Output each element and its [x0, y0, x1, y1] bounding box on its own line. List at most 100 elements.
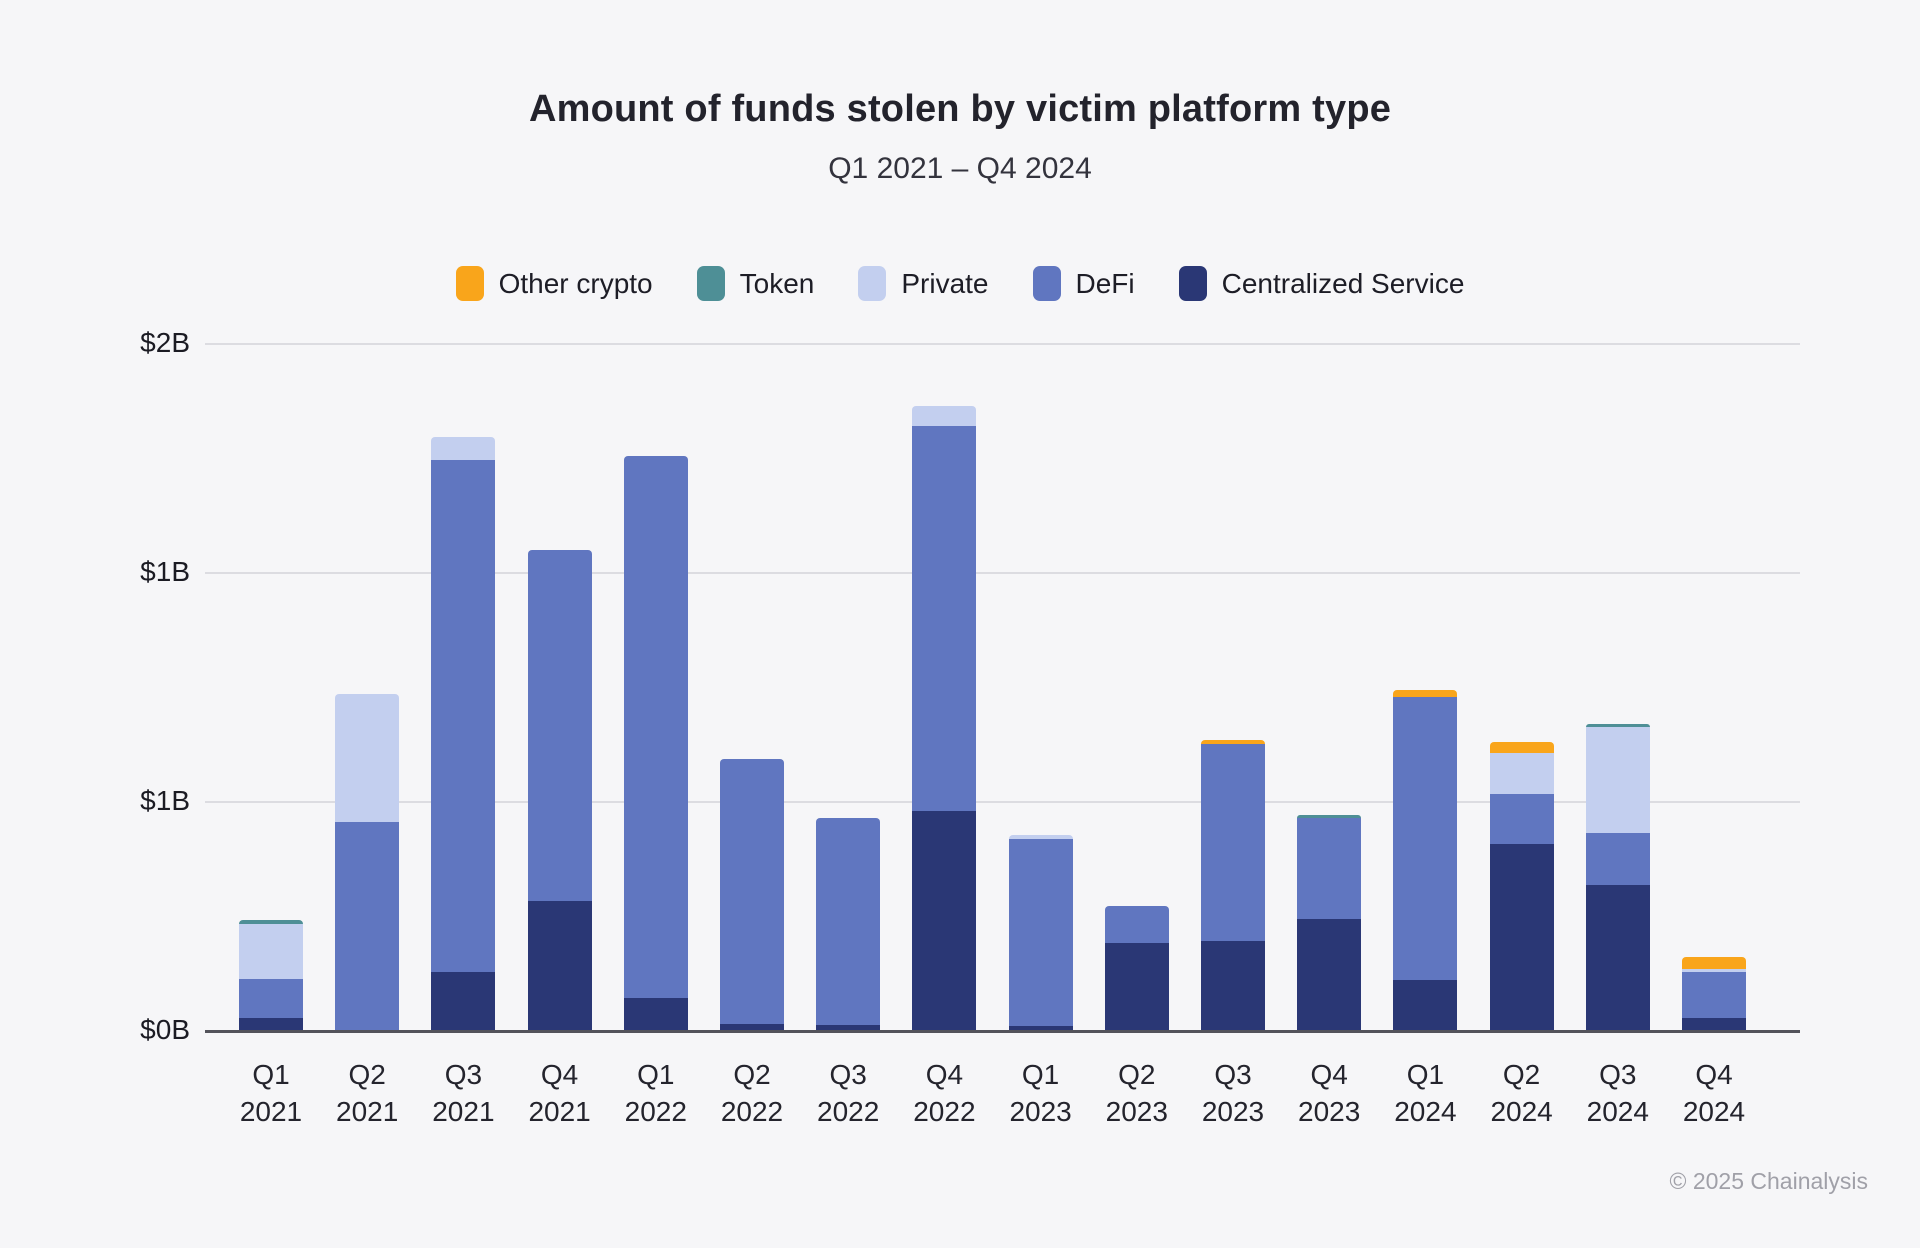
y-tick-label: $0B — [140, 1014, 190, 1045]
x-tick-quarter: Q3 — [444, 1059, 483, 1090]
bar-segment-centralized-service — [1201, 941, 1265, 1031]
x-tick-year: 2022 — [913, 1096, 976, 1127]
x-tick-year: 2023 — [1201, 1096, 1265, 1127]
x-tick-label-q1-2022: Q1 2022 — [596, 1056, 716, 1130]
bar-segment-defi — [1393, 696, 1458, 980]
bar-segment-centralized-service — [816, 1025, 881, 1031]
y-tick-label: $1B — [140, 784, 190, 816]
x-tick-year: 2024 — [1394, 1096, 1457, 1127]
bar-segment-other-crypto — [1393, 689, 1458, 697]
bar-segment-centralized-service — [720, 1024, 784, 1031]
bar-segment-defi — [335, 822, 400, 1031]
bar-segment-defi — [623, 456, 688, 998]
bar-segment-private — [1008, 835, 1073, 839]
x-tick-label-q4-2021: Q4 2021 — [500, 1056, 620, 1130]
x-tick-label-q3-2023: Q3 2023 — [1173, 1056, 1293, 1130]
bar-segment-private — [239, 923, 303, 980]
bar-segment-centralized-service — [912, 811, 977, 1031]
x-tick-year: 2021 — [239, 1096, 303, 1127]
bar-segment-centralized-service — [1104, 943, 1169, 1031]
x-tick-year: 2024 — [1682, 1096, 1746, 1127]
x-tick-label-q1-2023: Q1 2023 — [981, 1056, 1101, 1130]
bar-q4-2021 — [527, 550, 592, 1031]
x-tick-quarter: Q4 — [540, 1059, 579, 1090]
x-tick-label-q2-2023: Q2 2023 — [1077, 1056, 1197, 1130]
gridline — [205, 572, 1800, 574]
x-tick-quarter: Q3 — [1214, 1059, 1252, 1090]
bar-q2-2024 — [1489, 742, 1554, 1031]
x-tick-label-q2-2021: Q2 2021 — [307, 1056, 427, 1130]
bar-segment-centralized-service — [431, 971, 496, 1031]
bar-segment-token — [239, 919, 303, 924]
gridline — [205, 800, 1800, 803]
x-tick-year: 2021 — [528, 1096, 591, 1127]
x-tick-label-q1-2024: Q1 2024 — [1365, 1056, 1485, 1130]
x-tick-quarter: Q4 — [1695, 1059, 1733, 1090]
x-tick-quarter: Q1 — [252, 1059, 290, 1090]
x-tick-label-q4-2023: Q4 2023 — [1269, 1056, 1389, 1130]
x-tick-year: 2023 — [1298, 1096, 1361, 1127]
bar-q1-2021 — [239, 919, 303, 1031]
x-tick-quarter: Q2 — [1502, 1059, 1541, 1090]
bar-q1-2022 — [623, 456, 688, 1031]
bar-segment-defi — [1008, 838, 1073, 1026]
x-tick-label-q4-2024: Q4 2024 — [1654, 1056, 1774, 1130]
bar-segment-defi — [239, 979, 303, 1019]
x-tick-label-q3-2024: Q3 2024 — [1558, 1056, 1678, 1130]
legend-swatch-token — [696, 266, 725, 301]
bar-segment-centralized-service — [1393, 979, 1458, 1031]
x-tick-year: 2022 — [624, 1096, 687, 1127]
bar-segment-centralized-service — [623, 998, 688, 1031]
legend-label: Private — [901, 267, 989, 299]
x-tick-quarter: Q2 — [733, 1059, 771, 1090]
bar-segment-defi — [1104, 906, 1169, 944]
bar-segment-private — [912, 406, 977, 427]
legend-swatch-centralized-service — [1178, 266, 1207, 301]
x-tick-quarter: Q1 — [1406, 1059, 1445, 1090]
bar-segment-defi — [1297, 817, 1362, 919]
bar-q2-2021 — [335, 694, 400, 1031]
bar-segment-centralized-service — [527, 901, 592, 1031]
x-tick-quarter: Q3 — [1599, 1059, 1637, 1090]
bar-segment-private — [1682, 969, 1746, 972]
x-tick-label-q3-2022: Q3 2022 — [788, 1056, 908, 1130]
x-tick-label-q2-2022: Q2 2022 — [692, 1056, 812, 1130]
legend-item-private: Private — [858, 266, 989, 301]
x-tick-label-q2-2024: Q2 2024 — [1462, 1056, 1582, 1130]
bar-q1-2023 — [1008, 835, 1073, 1031]
x-tick-year: 2021 — [432, 1096, 495, 1127]
bar-segment-defi — [1201, 744, 1265, 942]
chart-legend: Other crypto Token Private DeFi Centralized … — [0, 266, 1920, 301]
bar-segment-private — [335, 694, 400, 823]
bar-q3-2024 — [1585, 723, 1650, 1031]
x-tick-quarter: Q2 — [1118, 1059, 1156, 1090]
bar-segment-private — [1585, 727, 1650, 834]
gridline — [205, 343, 1800, 345]
legend-item-other-crypto: Other crypto — [455, 266, 653, 301]
legend-item-centralized-service: Centralized Service — [1178, 266, 1465, 301]
legend-item-defi: DeFi — [1032, 266, 1135, 301]
legend-swatch-other-crypto — [455, 266, 484, 301]
x-axis-baseline — [205, 1030, 1800, 1033]
x-tick-quarter: Q3 — [829, 1059, 867, 1090]
x-tick-year: 2023 — [1009, 1096, 1072, 1127]
bar-q2-2023 — [1104, 906, 1169, 1031]
x-tick-quarter: Q4 — [1310, 1059, 1348, 1090]
legend-swatch-defi — [1032, 266, 1061, 301]
bar-segment-defi — [912, 426, 977, 812]
bar-segment-token — [1297, 815, 1362, 818]
bar-segment-defi — [1489, 793, 1554, 844]
bar-segment-defi — [816, 818, 881, 1026]
legend-label: DeFi — [1075, 267, 1135, 299]
x-tick-label-q3-2021: Q3 2021 — [403, 1056, 523, 1130]
x-tick-label-q4-2022: Q4 2022 — [884, 1056, 1004, 1130]
x-tick-year: 2023 — [1105, 1096, 1168, 1127]
bar-segment-other-crypto — [1201, 739, 1265, 745]
bar-segment-centralized-service — [1585, 884, 1650, 1031]
legend-label: Centralized Service — [1221, 267, 1465, 299]
bar-segment-centralized-service — [1297, 918, 1362, 1031]
bar-q3-2021 — [431, 437, 496, 1031]
x-tick-quarter: Q4 — [925, 1059, 964, 1090]
bar-segment-token — [1585, 723, 1650, 728]
